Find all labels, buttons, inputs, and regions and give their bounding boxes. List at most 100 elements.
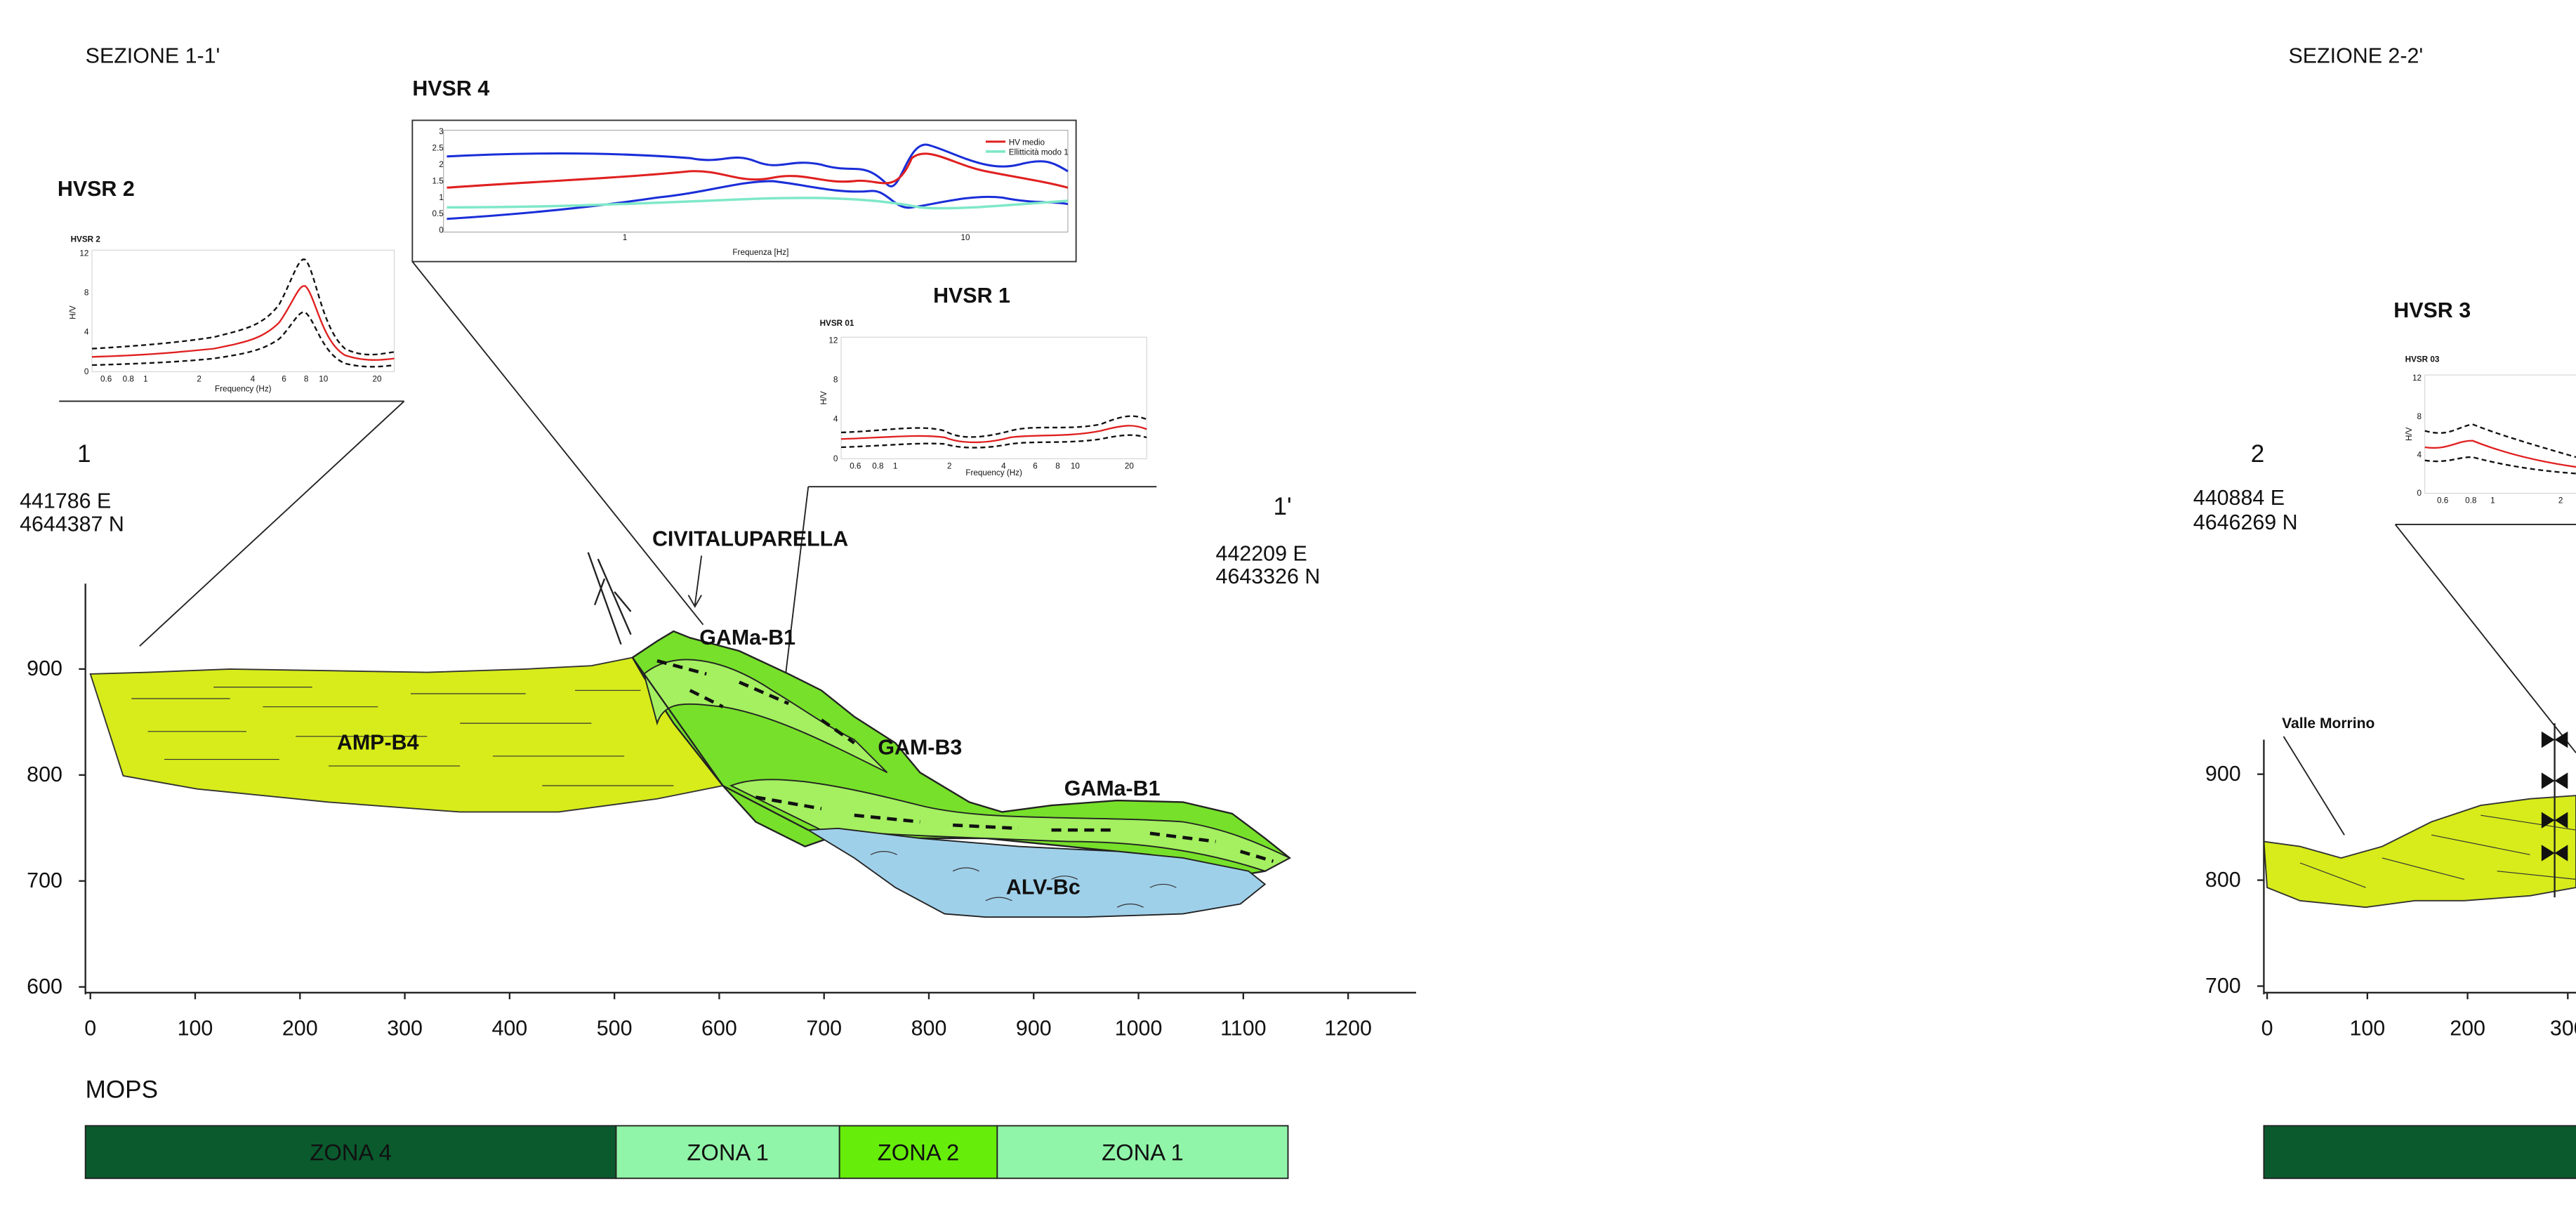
hvsr-2-plot: HVSR 2 H/V Frequency (Hz) [69,235,395,393]
plot-area [2424,374,2576,494]
hv-lower [92,311,395,368]
unit-gama-b1-lower [729,779,1291,872]
y-tick-label: 12 [79,249,88,258]
coordinate: 4646269 N [2193,510,2298,534]
zone-label: ZONA 2 [878,1140,959,1166]
x-tick-label: 300 [2550,1017,2576,1041]
y-tick-label: 1.5 [432,176,444,185]
hvsr-chart-frame [411,119,1077,263]
y-tick-label: 0.5 [432,209,444,218]
hvsr-4-plot: HV medio Ellitticità modo 1 Frequenza [H… [443,129,1069,257]
leader-line [411,261,704,626]
zone-label: ZONA 1 [687,1140,768,1166]
hv-mean [2424,440,2576,468]
y-tick-label: 4 [833,415,838,424]
x-tick-label: 2 [2558,496,2563,506]
locality-label: CIVITALUPARELLA [652,527,848,550]
hv-upper [2424,423,2576,458]
x-tick-label: 4 [1001,461,1006,470]
y-tick-label: 4 [84,328,89,337]
leader-line [139,400,405,647]
x-axis-label: Frequenza [Hz] [732,248,788,257]
section-title: SEZIONE 1-1' [86,44,220,67]
section-endpoint: 1 [77,440,91,468]
y-tick-label: 800 [27,762,62,786]
x-axis-label: Frequency (Hz) [215,384,272,393]
x-tick-label: 0 [2261,1017,2273,1041]
fault [587,552,809,831]
y-tick-label: 800 [2205,868,2241,892]
zone-segment [2263,1125,2576,1180]
dash-pattern [656,659,1274,863]
y-tick-label: 2.5 [432,144,444,153]
x-tick-label: 8 [1055,461,1060,470]
x-tick-label: 900 [1016,1017,1052,1041]
hv-upper [840,415,1147,438]
x-tick-label: 700 [806,1017,842,1041]
x-tick-label: 1 [893,461,898,470]
x-tick-label: 1000 [1115,1017,1163,1041]
hv-mean [92,285,395,361]
chart-title: HVSR 2 [71,235,101,244]
unit-label: AMP-B4 [337,731,419,755]
x-tick-label: 100 [2349,1017,2385,1041]
zone-label: ZONA 1 [1102,1140,1183,1166]
y-tick-label: 1 [439,193,444,202]
plot-area [443,129,1069,232]
locality-arrow [687,555,703,608]
legend-label: Ellitticità modo 1 [1009,147,1069,157]
x-ticks: 0 100 200 300 [2261,992,2576,1041]
y-tick-label: 8 [84,289,89,298]
x-tick-label: 4 [251,374,256,383]
y-tick-label: 12 [2412,374,2422,383]
chart-title: HVSR 01 [820,319,854,328]
plot-area [91,249,395,372]
y-tick-label: 12 [828,336,838,345]
y-tick-label: 0 [84,367,89,376]
x-tick-label: 400 [491,1017,527,1041]
coordinate: 4643326 N [1216,565,1321,588]
section-endpoint: 2 [2251,440,2265,468]
x-tick-label: 10 [960,233,970,242]
locality-pointer [2283,736,2345,836]
unit-gama-b1-upper [643,659,888,774]
unit-label: ALV-Bc [1006,875,1081,899]
hvsr-title: HVSR 1 [933,284,1010,308]
x-tick-label: 0.6 [2437,496,2448,506]
hv-lower [840,434,1147,449]
y-tick-label: 0 [2417,489,2422,498]
chart-title: HVSR 03 [2405,355,2440,364]
unit-amp [2263,795,2576,909]
zone-segment [996,1125,1289,1180]
hv-upper [91,258,395,356]
y-tick-label: 600 [27,975,62,998]
x-axis-label: Frequency (Hz) [965,468,1022,477]
hv-upper [447,143,1069,187]
zone-label: ZONA 4 [310,1140,391,1166]
section-endpoint: 1' [1273,493,1291,520]
section-title: SEZIONE 2-2' [2289,44,2424,67]
x-tick-label: 200 [282,1017,318,1041]
hvsr-1-plot: HVSR 01 H/V Frequency (Hz) [819,319,1147,477]
unit-alv-bc [806,827,1267,918]
y-ticks: 900 800 700 [2205,762,2264,998]
hv-lower [2424,456,2576,475]
x-tick-label: 20 [373,374,383,383]
borehole-markers [2541,731,2568,861]
y-tick-label: 3 [439,127,444,136]
y-axis-label: H/V [69,305,78,319]
y-tick-label: 900 [27,656,62,680]
y-tick-label: 0 [833,454,838,463]
unit-label: GAMa-B1 [699,626,795,649]
x-tick-label: 0.6 [100,374,112,383]
x-tick-label: 800 [911,1017,947,1041]
x-ticks: 0 100 200 300 400 500 600 700 800 900 1000 1100 1200 [84,992,1372,1041]
hvsr-3-plot: HVSR 03 H/V [2405,355,2576,494]
hv-mean [840,425,1147,444]
zone-bar: ZONA 4 ZONA 1 ZONA 2 ZONA 1 [84,1125,1289,1180]
y-tick-label: 700 [2205,974,2241,998]
plot-area [840,336,1147,459]
y-ticks: 900 800 700 600 [27,656,86,998]
